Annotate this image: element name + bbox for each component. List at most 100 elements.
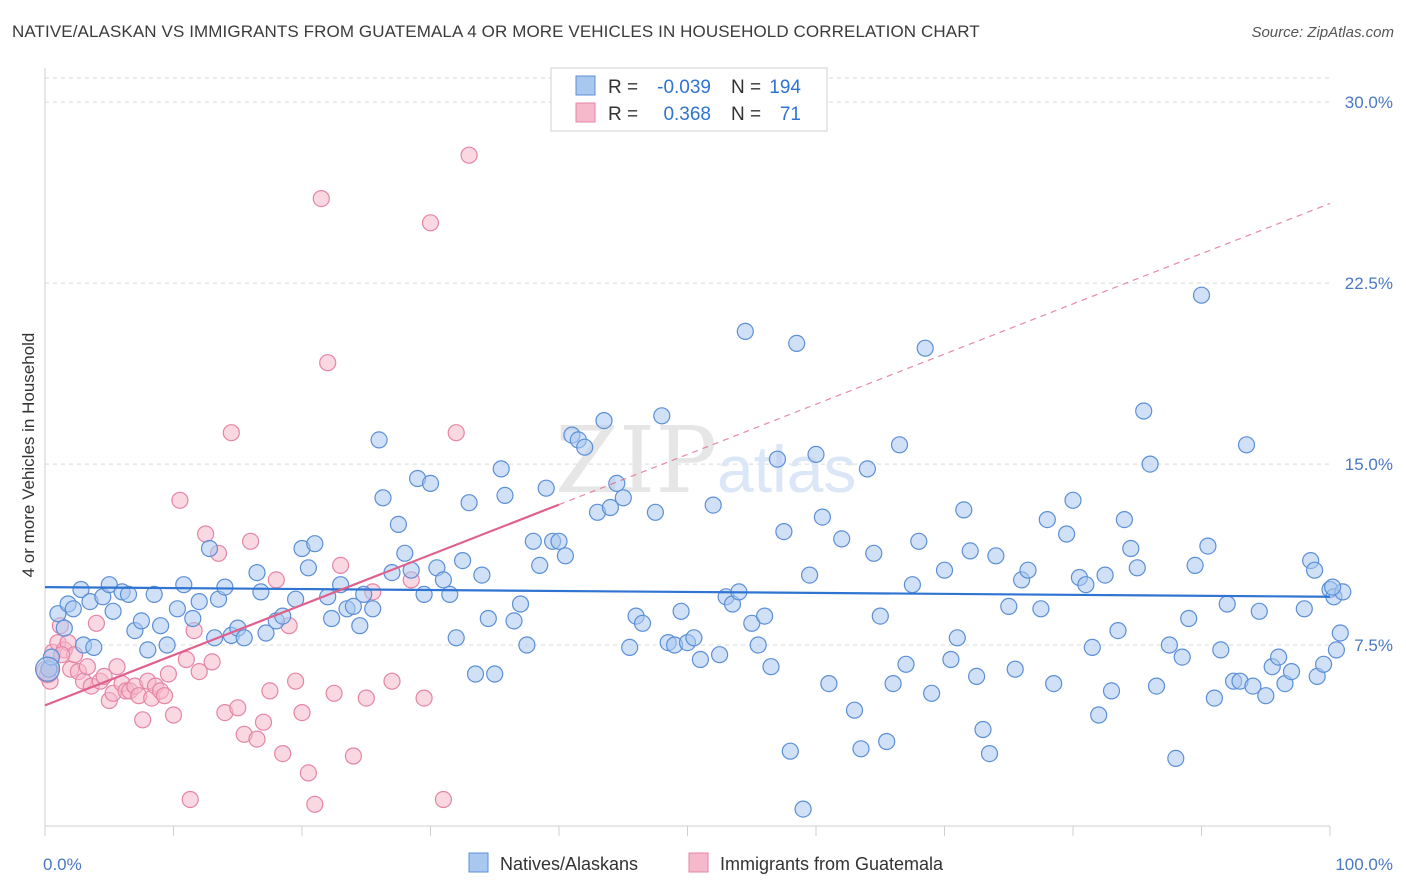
natives-point [531, 556, 549, 575]
x-tick-label-1: 100.0% [1335, 855, 1393, 874]
natives-point [980, 744, 999, 763]
y-tick-label-3: 30.0% [1345, 93, 1393, 112]
natives-point [961, 542, 979, 560]
natives-point [955, 501, 973, 519]
natives-point [1109, 621, 1127, 640]
guatemala-point [287, 672, 305, 690]
natives-point [524, 532, 542, 550]
guatemala-point [261, 682, 279, 700]
bottom-legend-swatch-pink [688, 852, 709, 873]
natives-point [518, 636, 536, 654]
natives-point [1167, 749, 1185, 768]
watermark-atlas: atlas [717, 432, 856, 506]
trendline-guatemala-dashed [558, 202, 1331, 506]
natives-point [85, 638, 103, 657]
natives-point [1064, 491, 1082, 509]
guatemala-point [274, 744, 292, 763]
natives-point [1282, 662, 1301, 681]
natives-point [190, 592, 208, 611]
legend-swatch-blue [575, 75, 596, 96]
natives-point [685, 629, 703, 647]
natives-point [768, 450, 787, 468]
natives-point [1244, 677, 1262, 695]
guatemala-point [299, 764, 317, 782]
natives-point [306, 535, 324, 553]
bottom-legend-swatch-blue [468, 852, 489, 873]
natives-point [1257, 687, 1275, 705]
natives-point [1115, 510, 1134, 529]
bottom-legend-label-guatemala: Immigrants from Guatemala [720, 854, 944, 874]
guatemala-point [460, 146, 478, 164]
guatemala-point [332, 556, 350, 575]
natives-point [486, 665, 504, 683]
natives-point [903, 576, 922, 594]
natives-point [1212, 641, 1230, 659]
guatemala-point [78, 658, 97, 676]
natives-point [104, 602, 122, 620]
guatemala-point [159, 665, 177, 683]
legend-r-label-2: R = [608, 104, 638, 125]
natives-point [511, 595, 530, 613]
natives-point [1323, 578, 1342, 596]
natives-point [168, 600, 186, 618]
natives-point [175, 576, 193, 594]
natives-point [1269, 648, 1288, 666]
natives-point [505, 612, 523, 630]
guatemala-point [164, 706, 183, 724]
natives-point [633, 614, 652, 632]
legend-n-value-2: 71 [780, 104, 801, 125]
natives-point [55, 619, 73, 637]
natives-point [1096, 566, 1114, 584]
natives-point [1032, 600, 1050, 618]
natives-point [1180, 609, 1198, 628]
guatemala-point [325, 684, 343, 702]
natives-point [781, 742, 799, 760]
natives-point [454, 551, 472, 570]
legend-r-value-2: 0.368 [663, 104, 711, 125]
natives-point [1199, 537, 1217, 555]
natives-point [434, 571, 452, 589]
natives-point [119, 585, 138, 604]
natives-point [1038, 510, 1056, 529]
natives-point [935, 561, 954, 579]
guatemala-point [293, 703, 311, 722]
guatemala-point [108, 658, 126, 676]
natives-point [813, 508, 832, 526]
watermark-zip: ZIP [555, 407, 717, 514]
natives-point [1006, 660, 1024, 678]
legend-swatch-pink [575, 102, 596, 123]
y-tick-label-0: 7.5% [1354, 636, 1393, 655]
guatemala-point [415, 689, 433, 707]
natives-point [344, 597, 362, 616]
guatemala-point [447, 424, 465, 442]
natives-point [608, 474, 626, 492]
natives-point [1057, 525, 1076, 543]
guatemala-point [421, 214, 440, 232]
guatemala-point [203, 653, 221, 671]
axes [44, 68, 1331, 836]
natives-point [473, 566, 491, 584]
natives-point [1186, 556, 1204, 575]
natives-point [871, 607, 889, 625]
natives-point [878, 732, 896, 751]
natives-point [865, 544, 883, 562]
y-tick-label-1: 15.0% [1345, 455, 1393, 474]
natives-point [704, 496, 722, 514]
natives-point [537, 479, 555, 497]
series-natives-alaskans [34, 286, 1352, 818]
bottom-legend: Natives/Alaskans Immigrants from Guatema… [468, 852, 944, 874]
legend-box: R = -0.039 N = 194 R = 0.368 N = 71 [550, 67, 828, 132]
natives-point [852, 740, 870, 758]
natives-point [460, 494, 478, 512]
trend-lines [44, 202, 1331, 707]
natives-point [691, 650, 710, 669]
y-axis-title: 4 or more Vehicles in Household [19, 333, 38, 578]
tick-labels: 7.5% 15.0% 22.5% 30.0% 0.0% 100.0% [43, 93, 1393, 874]
natives-point [421, 474, 440, 492]
natives-point [807, 445, 825, 463]
natives-point [1218, 595, 1236, 613]
natives-point [248, 563, 266, 582]
natives-point [389, 515, 407, 534]
guatemala-point [434, 790, 452, 809]
legend-r-value-1: -0.039 [657, 77, 711, 98]
